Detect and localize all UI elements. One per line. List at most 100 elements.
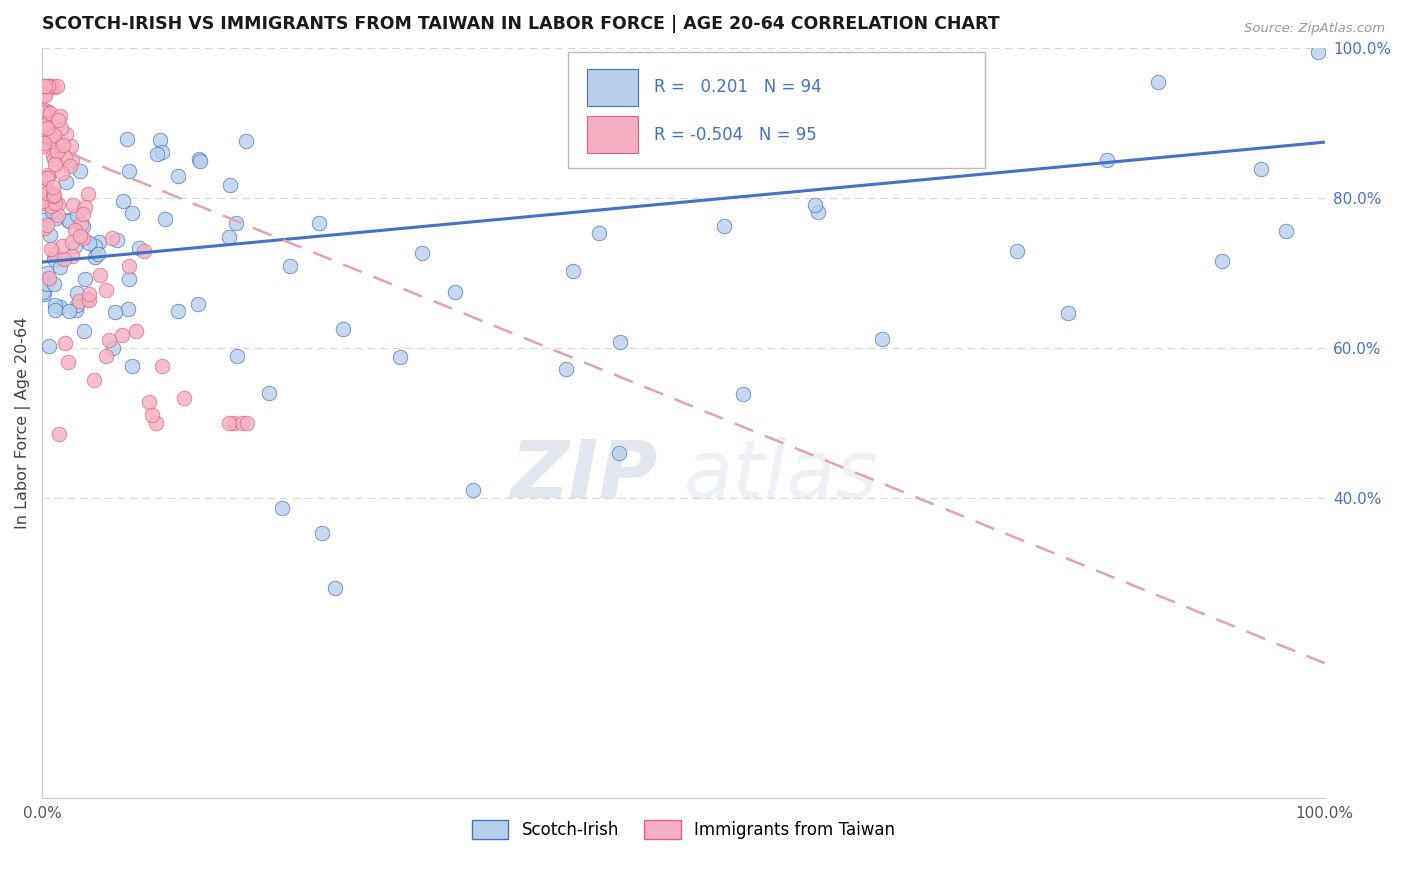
- Point: [187, 297, 209, 311]
- Point: [35, 121, 58, 136]
- Point: [104, 305, 127, 319]
- Point: [37, 78, 59, 93]
- Point: [115, 132, 138, 146]
- Point: [72, 207, 94, 221]
- Point: [128, 241, 150, 255]
- Point: [101, 231, 124, 245]
- Point: [87, 247, 110, 261]
- Point: [84, 238, 107, 252]
- Point: [44, 196, 66, 211]
- Point: [67, 293, 90, 308]
- Point: [444, 285, 467, 299]
- Point: [145, 417, 167, 431]
- Point: [59, 138, 82, 153]
- Point: [588, 226, 610, 240]
- Point: [65, 239, 87, 253]
- Point: [38, 339, 60, 353]
- Point: [56, 355, 79, 369]
- Point: [325, 581, 347, 595]
- Point: [58, 214, 80, 228]
- Point: [222, 417, 245, 431]
- Point: [218, 417, 240, 431]
- Point: [35, 115, 58, 129]
- Point: [236, 417, 259, 431]
- Point: [53, 336, 76, 351]
- Point: [118, 163, 141, 178]
- Point: [44, 128, 66, 142]
- Text: R =   0.201   N = 94: R = 0.201 N = 94: [654, 78, 821, 96]
- Point: [32, 103, 55, 117]
- Point: [803, 198, 825, 212]
- Point: [607, 445, 630, 459]
- Point: [226, 349, 249, 363]
- Point: [60, 249, 83, 263]
- Point: [83, 373, 105, 387]
- Point: [41, 180, 63, 194]
- Point: [35, 128, 58, 142]
- Point: [32, 194, 55, 209]
- Point: [44, 188, 66, 202]
- Point: [1275, 223, 1298, 237]
- Point: [231, 417, 253, 431]
- Point: [49, 140, 72, 154]
- Point: [79, 236, 101, 251]
- Point: [32, 86, 55, 100]
- Point: [49, 260, 72, 275]
- Point: [257, 386, 280, 401]
- Point: [35, 186, 58, 201]
- Point: [66, 298, 89, 312]
- Point: [53, 252, 76, 267]
- Point: [37, 267, 59, 281]
- Point: [73, 272, 96, 286]
- Point: [42, 187, 65, 202]
- Point: [37, 78, 59, 93]
- Point: [308, 216, 330, 230]
- Point: [107, 233, 129, 247]
- Point: [39, 227, 62, 242]
- Point: [41, 148, 63, 162]
- Point: [955, 148, 977, 162]
- Point: [188, 153, 211, 168]
- Point: [46, 208, 69, 222]
- Point: [121, 359, 143, 374]
- Text: SCOTCH-IRISH VS IMMIGRANTS FROM TAIWAN IN LABOR FORCE | AGE 20-64 CORRELATION CH: SCOTCH-IRISH VS IMMIGRANTS FROM TAIWAN I…: [42, 15, 1000, 33]
- Point: [555, 362, 578, 376]
- Point: [42, 190, 65, 204]
- Point: [63, 222, 86, 236]
- Point: [141, 408, 163, 422]
- Point: [37, 170, 59, 185]
- Point: [55, 175, 77, 189]
- Point: [53, 150, 76, 164]
- Point: [219, 178, 242, 192]
- Point: [145, 147, 167, 161]
- Point: [34, 272, 56, 286]
- Y-axis label: In Labor Force | Age 20-64: In Labor Force | Age 20-64: [15, 318, 31, 530]
- Point: [37, 277, 59, 291]
- Point: [32, 286, 55, 301]
- Text: R = -0.504   N = 95: R = -0.504 N = 95: [654, 126, 817, 144]
- Point: [45, 78, 67, 93]
- Point: [32, 106, 55, 120]
- Point: [39, 129, 62, 144]
- Point: [72, 324, 94, 338]
- Point: [69, 218, 91, 232]
- Point: [332, 322, 354, 336]
- Point: [34, 78, 56, 93]
- Point: [609, 334, 631, 349]
- Point: [62, 198, 84, 212]
- Point: [42, 153, 65, 167]
- Point: [44, 303, 66, 318]
- Point: [278, 259, 301, 273]
- Point: [39, 78, 62, 93]
- Point: [44, 157, 66, 171]
- Point: [138, 395, 160, 409]
- Point: [46, 145, 69, 160]
- Point: [132, 244, 155, 258]
- Point: [52, 137, 75, 152]
- Point: [55, 127, 77, 141]
- Point: [118, 259, 141, 273]
- Point: [124, 325, 146, 339]
- Point: [72, 219, 94, 233]
- Point: [32, 105, 55, 120]
- Point: [49, 109, 72, 123]
